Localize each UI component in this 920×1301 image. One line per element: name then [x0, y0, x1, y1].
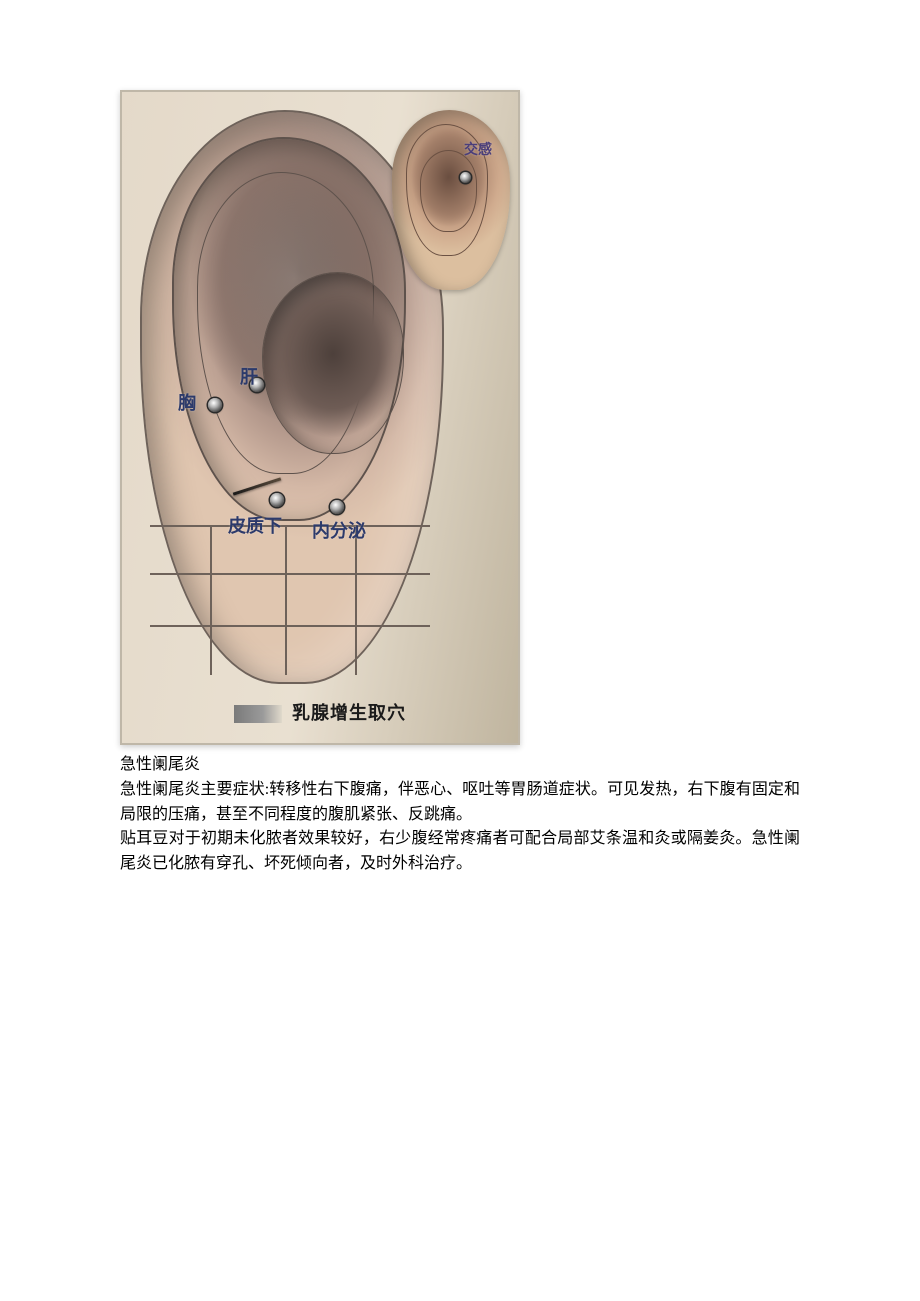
figure-caption: 乳腺增生取穴 — [292, 700, 406, 727]
paragraph-1: 急性阑尾炎主要症状:转移性右下腹痛，伴恶心、呕吐等胃肠道症状。可见发热，右下腹有… — [120, 778, 800, 828]
ear-acupoint-figure: 胸 肝 皮质下 内分泌 交感 乳腺增生取穴 — [120, 90, 520, 745]
body-text: 急性阑尾炎 急性阑尾炎主要症状:转移性右下腹痛，伴恶心、呕吐等胃肠道症状。可见发… — [120, 753, 800, 877]
label-jiaogan: 交感 — [464, 140, 492, 161]
label-pizhixia: 皮质下 — [228, 513, 282, 540]
section-heading: 急性阑尾炎 — [120, 753, 800, 778]
label-xiong: 胸 — [178, 390, 196, 417]
acupoint-pizhixia — [270, 493, 284, 507]
paragraph-2: 贴耳豆对于初期未化脓者效果较好，右少腹经常疼痛者可配合局部艾条温和灸或隔姜灸。急… — [120, 827, 800, 877]
label-gan: 肝 — [240, 364, 258, 391]
ear-concha — [262, 272, 404, 454]
label-neifenmi: 内分泌 — [312, 518, 366, 545]
inset-ear — [392, 110, 510, 290]
acupoint-neifenmi — [330, 500, 344, 514]
acupoint-xiong — [208, 398, 222, 412]
document-page: 胸 肝 皮质下 内分泌 交感 乳腺增生取穴 急性阑尾炎 急性阑尾炎主要症状:转移… — [0, 0, 920, 877]
caption-swatch-icon — [234, 705, 282, 723]
figure-caption-row: 乳腺增生取穴 — [120, 700, 520, 727]
lobe-grid — [140, 525, 440, 680]
figure-container: 胸 肝 皮质下 内分泌 交感 乳腺增生取穴 — [120, 90, 520, 745]
acupoint-jiaogan — [460, 172, 471, 183]
